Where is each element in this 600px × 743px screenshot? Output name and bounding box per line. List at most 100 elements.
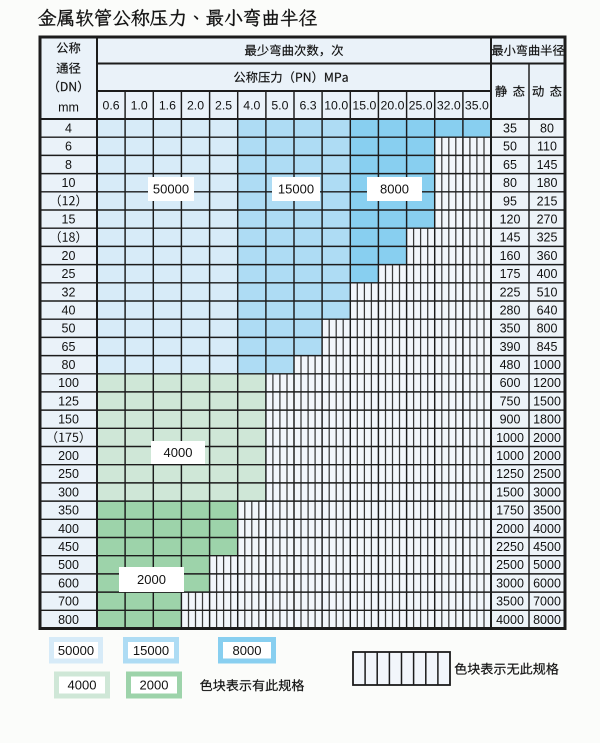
- svg-text:0.6: 0.6: [103, 98, 120, 112]
- svg-text:15.0: 15.0: [352, 98, 376, 112]
- svg-text:8000: 8000: [533, 613, 561, 627]
- svg-text:2500: 2500: [496, 558, 524, 572]
- svg-text:390: 390: [500, 340, 521, 354]
- svg-text:10.0: 10.0: [324, 98, 348, 112]
- svg-text:110: 110: [537, 140, 557, 154]
- svg-text:20: 20: [62, 249, 76, 263]
- svg-text:8: 8: [65, 158, 72, 172]
- svg-text:845: 845: [537, 340, 558, 354]
- svg-text:300: 300: [58, 485, 79, 499]
- svg-text:4000: 4000: [533, 522, 561, 536]
- svg-text:160: 160: [500, 249, 521, 263]
- svg-text:400: 400: [58, 522, 79, 536]
- svg-text:700: 700: [58, 595, 79, 609]
- svg-text:4: 4: [65, 122, 72, 136]
- svg-text:4000: 4000: [164, 445, 193, 460]
- svg-text:350: 350: [58, 504, 79, 518]
- svg-text:35.0: 35.0: [465, 98, 489, 112]
- svg-text:325: 325: [537, 231, 558, 245]
- svg-text:2.0: 2.0: [187, 98, 204, 112]
- svg-text:32.0: 32.0: [437, 98, 461, 112]
- svg-text:600: 600: [500, 376, 521, 390]
- svg-text:400: 400: [537, 267, 558, 281]
- svg-text:6000: 6000: [533, 576, 561, 590]
- svg-text:15000: 15000: [278, 182, 314, 197]
- svg-text:65: 65: [503, 158, 517, 172]
- svg-text:4000: 4000: [496, 613, 524, 627]
- svg-text:8000: 8000: [380, 182, 409, 197]
- svg-text:125: 125: [58, 394, 79, 408]
- svg-text:2000: 2000: [496, 522, 524, 536]
- svg-text:80: 80: [540, 122, 554, 136]
- svg-text:800: 800: [537, 322, 558, 336]
- svg-text:80: 80: [62, 358, 76, 372]
- svg-text:150: 150: [58, 413, 79, 427]
- svg-text:40: 40: [62, 304, 76, 318]
- svg-text:50000: 50000: [58, 643, 94, 658]
- svg-text:1250: 1250: [496, 467, 524, 481]
- svg-text:25: 25: [62, 267, 76, 281]
- svg-text:600: 600: [58, 576, 79, 590]
- svg-text:1000: 1000: [533, 358, 561, 372]
- svg-text:2500: 2500: [533, 467, 561, 481]
- svg-text:750: 750: [500, 394, 521, 408]
- svg-text:2.5: 2.5: [215, 98, 232, 112]
- svg-text:1500: 1500: [533, 394, 561, 408]
- svg-text:450: 450: [58, 540, 79, 554]
- svg-text:2000: 2000: [533, 431, 561, 445]
- svg-text:1500: 1500: [496, 485, 524, 499]
- svg-text:2000: 2000: [533, 449, 561, 463]
- svg-text:mm: mm: [58, 101, 79, 115]
- svg-text:640: 640: [537, 304, 558, 318]
- svg-text:480: 480: [500, 358, 521, 372]
- svg-text:15000: 15000: [133, 643, 169, 658]
- svg-text:2250: 2250: [496, 540, 524, 554]
- svg-text:250: 250: [58, 467, 79, 481]
- svg-text:3500: 3500: [533, 504, 561, 518]
- svg-text:32: 32: [62, 285, 76, 299]
- svg-text:25.0: 25.0: [409, 98, 433, 112]
- svg-text:8000: 8000: [233, 643, 262, 658]
- svg-text:10: 10: [62, 176, 76, 190]
- svg-text:2000: 2000: [140, 678, 169, 693]
- svg-text:50000: 50000: [153, 182, 189, 197]
- svg-text:50: 50: [62, 322, 76, 336]
- svg-text:800: 800: [58, 613, 79, 627]
- svg-text:145: 145: [537, 158, 558, 172]
- svg-text:1000: 1000: [496, 449, 524, 463]
- svg-text:35: 35: [503, 122, 517, 136]
- svg-text:1750: 1750: [496, 504, 524, 518]
- svg-text:180: 180: [537, 176, 558, 190]
- svg-text:15: 15: [62, 213, 76, 227]
- svg-text:145: 145: [500, 231, 521, 245]
- svg-text:7000: 7000: [533, 595, 561, 609]
- svg-text:5000: 5000: [533, 558, 561, 572]
- svg-text:20.0: 20.0: [381, 98, 405, 112]
- svg-text:280: 280: [500, 304, 521, 318]
- svg-text:5.0: 5.0: [271, 98, 288, 112]
- svg-text:6: 6: [65, 140, 72, 154]
- svg-text:1200: 1200: [533, 376, 561, 390]
- svg-text:4000: 4000: [68, 678, 97, 693]
- svg-text:1.6: 1.6: [159, 98, 176, 112]
- svg-text:1800: 1800: [533, 413, 561, 427]
- svg-text:500: 500: [58, 558, 79, 572]
- svg-text:6.3: 6.3: [300, 98, 317, 112]
- svg-text:200: 200: [58, 449, 79, 463]
- svg-text:95: 95: [503, 194, 517, 208]
- svg-text:350: 350: [500, 322, 521, 336]
- svg-text:175: 175: [500, 267, 521, 281]
- svg-text:3500: 3500: [496, 595, 524, 609]
- svg-text:65: 65: [62, 340, 76, 354]
- svg-text:1.0: 1.0: [131, 98, 148, 112]
- svg-text:225: 225: [500, 285, 521, 299]
- svg-text:1000: 1000: [496, 431, 524, 445]
- svg-text:4.0: 4.0: [243, 98, 260, 112]
- svg-text:2000: 2000: [137, 572, 166, 587]
- svg-text:80: 80: [503, 176, 517, 190]
- svg-text:4500: 4500: [533, 540, 561, 554]
- svg-text:900: 900: [500, 413, 521, 427]
- svg-text:360: 360: [537, 249, 558, 263]
- svg-text:3000: 3000: [496, 576, 524, 590]
- svg-text:50: 50: [503, 140, 517, 154]
